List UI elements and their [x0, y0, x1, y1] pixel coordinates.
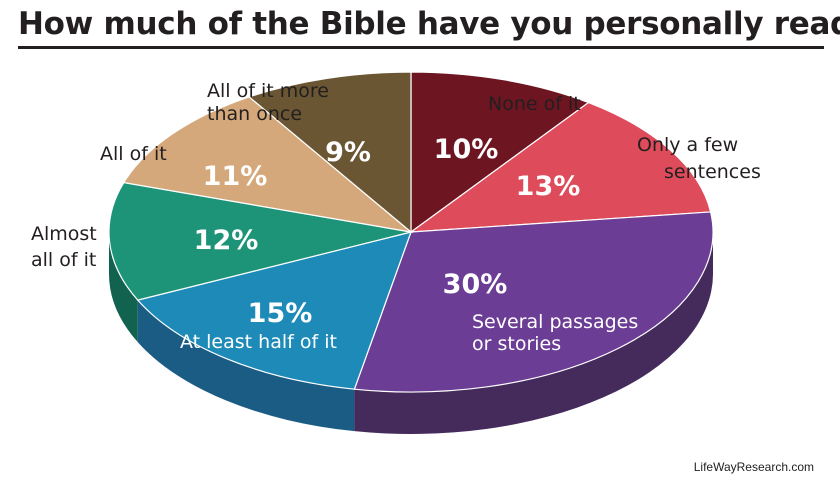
source-credit: LifeWayResearch.com: [693, 460, 814, 474]
pie-side-4: [109, 232, 138, 343]
pct-label-5: 11%: [203, 161, 268, 192]
pie-slice-2: [353, 211, 714, 393]
pie-side-3: [137, 300, 355, 432]
label-none-of-it: None of it: [488, 93, 581, 115]
pie-slice-6: [247, 71, 412, 234]
label-almost-2: all of it: [31, 249, 96, 271]
label-all-of-it: All of it: [100, 143, 167, 165]
label-almost-1: Almost: [31, 223, 97, 245]
pie-slice-3: [136, 231, 412, 390]
label-at-least-half: At least half of it: [180, 331, 337, 353]
label-only-a-few-1: Only a few: [637, 134, 738, 156]
pct-label-3: 15%: [248, 298, 313, 329]
label-several-2: or stories: [472, 333, 561, 355]
pie-side-2: [354, 232, 713, 434]
label-only-a-few-2: sentences: [664, 161, 761, 183]
pct-label-6: 9%: [325, 137, 371, 168]
pct-label-1: 13%: [516, 171, 581, 202]
label-more-2: than once: [207, 103, 302, 125]
pct-label-4: 12%: [194, 225, 259, 256]
pie-slice-1: [408, 101, 712, 233]
chart-title: How much of the Bible have you personall…: [18, 6, 840, 49]
pie-slice-0: [410, 71, 590, 234]
label-more-1: All of it more: [207, 80, 329, 102]
pct-label-2: 30%: [443, 269, 508, 300]
pie-slice-5: [122, 96, 414, 233]
label-several-1: Several passages: [472, 311, 638, 333]
pie-slice-4: [108, 181, 412, 301]
pct-label-0: 10%: [434, 134, 499, 165]
